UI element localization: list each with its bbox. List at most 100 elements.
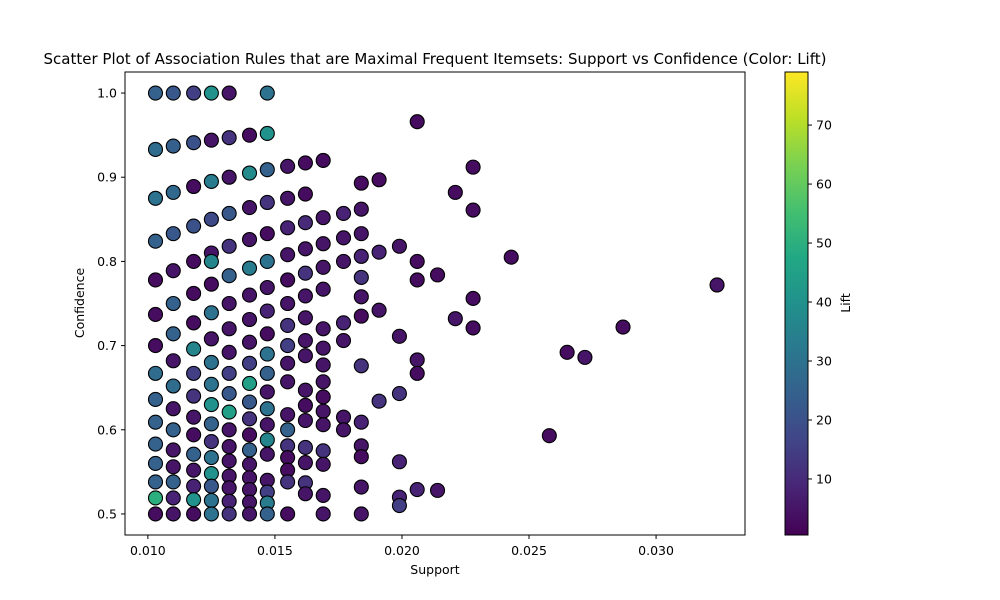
data-point: [297, 348, 313, 364]
data-point: [280, 474, 296, 490]
data-point: [353, 414, 369, 430]
x-tick-label: 0.030: [638, 543, 674, 558]
colorbar-axis: 10 20 30 40 50 60 70: [808, 118, 832, 486]
data-point: [165, 85, 181, 101]
data-point: [259, 253, 275, 269]
data-point: [147, 391, 164, 408]
data-point: [371, 172, 387, 188]
data-point: [297, 155, 313, 171]
data-point: [241, 481, 258, 498]
data-point: [186, 409, 202, 425]
data-point: [221, 365, 237, 381]
colorbar-tick-label: 70: [816, 118, 832, 133]
data-point: [315, 403, 331, 419]
x-tick-label: 0.010: [130, 543, 166, 558]
data-point: [241, 442, 258, 458]
data-point: [186, 506, 202, 522]
data-point: [241, 411, 258, 427]
colorbar-tick-label: 10: [816, 471, 832, 486]
data-point: [353, 479, 369, 495]
data-point: [280, 317, 296, 333]
data-point: [241, 287, 258, 303]
x-tick-label: 0.025: [511, 543, 547, 558]
colorbar-tick-label: 60: [816, 177, 832, 192]
data-point: [221, 169, 237, 185]
data-point: [297, 412, 313, 429]
data-point: [165, 442, 181, 458]
data-point: [241, 199, 258, 216]
data-point: [391, 386, 407, 402]
data-point: [541, 428, 557, 444]
data-point: [259, 384, 275, 400]
data-point: [259, 326, 275, 342]
data-point: [221, 422, 237, 438]
data-point: [203, 132, 219, 148]
data-point: [259, 365, 275, 381]
data-point: [280, 374, 296, 390]
data-point: [147, 338, 164, 354]
data-point: [165, 459, 181, 475]
data-point: [203, 416, 219, 432]
data-point: [259, 125, 275, 141]
data-point: [280, 247, 296, 263]
data-point: [259, 226, 275, 242]
data-point: [165, 378, 181, 394]
x-tick-label: 0.015: [257, 543, 293, 558]
data-point: [165, 490, 181, 506]
data-point: [165, 184, 181, 200]
data-point: [315, 487, 331, 503]
data-point: [280, 190, 296, 206]
data-point: [203, 376, 219, 392]
data-point: [186, 135, 202, 151]
data-point: [577, 349, 593, 365]
data-point: [297, 241, 313, 257]
data-point: [709, 277, 725, 293]
data-point: [241, 127, 258, 143]
data-point: [241, 231, 258, 248]
data-point: [221, 268, 237, 284]
data-point: [465, 290, 481, 307]
colorbar-tick-label: 20: [816, 412, 832, 427]
data-point: [186, 341, 202, 357]
data-point: [186, 178, 202, 195]
data-point: [353, 226, 369, 242]
data-point: [203, 396, 219, 413]
data-point: [315, 259, 331, 275]
data-point: [259, 303, 275, 319]
data-point: [259, 401, 275, 417]
data-point: [147, 141, 164, 157]
data-point: [147, 85, 164, 101]
data-point: [335, 253, 352, 269]
data-point: [203, 492, 219, 509]
data-point: [465, 202, 481, 218]
y-axis-label: Confidence: [72, 268, 87, 339]
data-point: [165, 422, 181, 438]
data-point: [353, 248, 369, 264]
data-point: [165, 226, 181, 242]
data-point: [221, 321, 237, 337]
data-point: [165, 138, 181, 154]
data-point: [315, 417, 331, 433]
data-point: [259, 279, 275, 296]
data-point: [409, 272, 425, 288]
data-point: [241, 427, 258, 443]
data-point: [259, 417, 275, 433]
data-point: [147, 474, 164, 490]
data-point: [165, 263, 181, 279]
y-tick-label: 0.6: [97, 422, 117, 437]
data-point: [353, 358, 369, 374]
data-point: [280, 355, 296, 371]
data-point: [203, 434, 219, 450]
x-axis: 0.010 0.015 0.020 0.025 0.030: [130, 535, 674, 558]
data-point: [335, 230, 352, 246]
data-point: [297, 397, 313, 413]
data-point: [186, 446, 202, 462]
data-point: [335, 409, 352, 425]
data-point: [280, 158, 296, 174]
data-point: [203, 253, 219, 269]
data-point: [221, 85, 237, 101]
data-point: [280, 220, 296, 236]
plot-frame: [124, 71, 746, 536]
data-point: [147, 414, 164, 430]
data-point: [147, 455, 164, 472]
